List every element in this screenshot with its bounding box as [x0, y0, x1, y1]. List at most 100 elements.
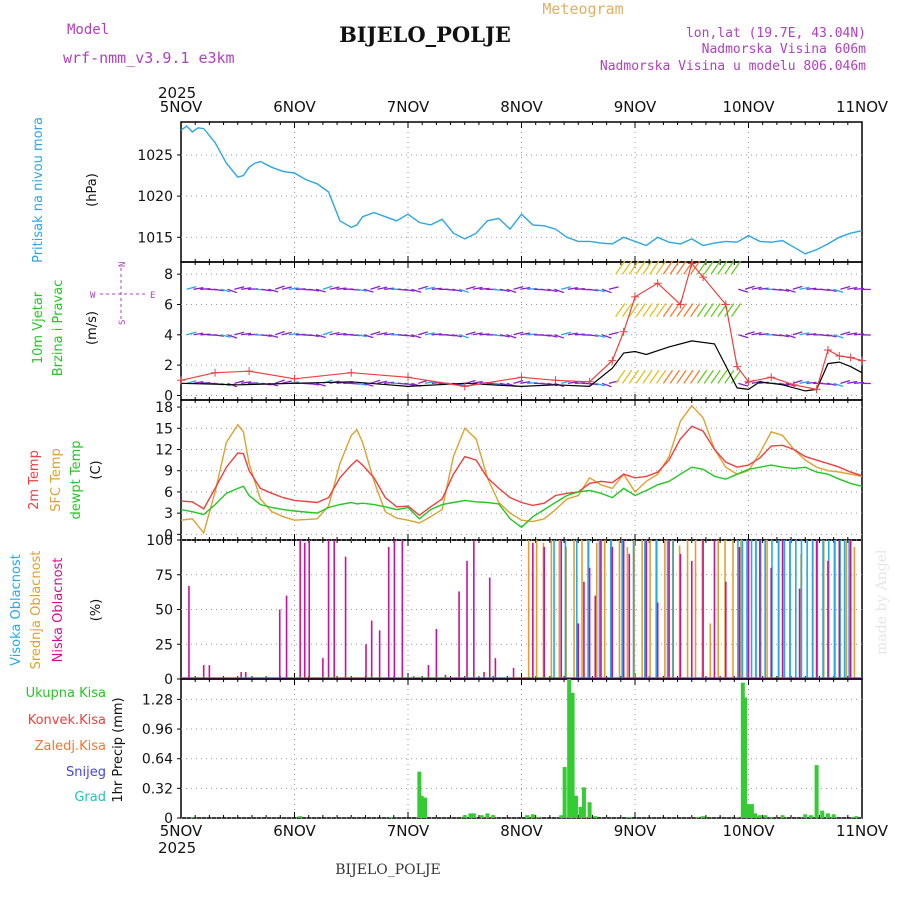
precip-bar: [735, 817, 739, 818]
precip-bar: [753, 813, 757, 818]
precip-bar: [468, 813, 472, 818]
model-altitude-text: Nadmorska Visina u modelu 806.046m: [600, 59, 866, 74]
top-day-label: 8NOV: [500, 98, 543, 116]
precip-bar: [820, 811, 824, 818]
bottom-day-label: 9NOV: [614, 822, 657, 840]
precip-bar: [298, 816, 302, 818]
precip-bar: [758, 815, 762, 818]
precip-legend-snow: Snijeg: [66, 765, 106, 780]
precip-bar: [854, 816, 858, 818]
wind-ytick-label: 8: [164, 267, 173, 283]
precip-bar: [803, 814, 807, 818]
cloud-label-2: Srednja Oblacnost: [29, 551, 44, 670]
temp-label-2: SFC Temp: [49, 448, 64, 512]
wind-gust-marker: [552, 376, 560, 384]
wind-ytick-label: 4: [164, 328, 173, 344]
precip-bar: [826, 813, 830, 818]
wind-barb: [738, 289, 748, 292]
lonlat-text: lon,lat (19.7E, 43.04N): [686, 26, 866, 41]
precip-bar: [420, 796, 424, 818]
bottom-day-label: 11NOV: [836, 822, 889, 840]
bottom-day-label: 8NOV: [500, 822, 543, 840]
cloud-label-3: Niska Oblacnost: [51, 558, 66, 663]
precip-bar: [701, 816, 705, 818]
temp-ytick-label: 9: [164, 464, 173, 480]
footer-title: BIJELO_POLJE: [335, 862, 440, 878]
precip-ytick-label: 0.32: [142, 781, 173, 797]
wind-gust-marker: [404, 373, 412, 381]
precip-bar: [423, 798, 427, 818]
sfc-temp-line: [181, 406, 862, 533]
wind-barb: [738, 383, 748, 386]
wind-gust-marker: [858, 357, 866, 365]
precip-bar: [743, 698, 747, 818]
precip-bar: [769, 817, 773, 818]
precip-bar: [567, 679, 571, 818]
temp-label-3: dewpt Temp: [69, 440, 84, 519]
precip-bar: [809, 815, 813, 818]
cloud-unit: (%): [89, 599, 104, 622]
precip-bar: [563, 767, 567, 818]
top-day-label: 5NOV: [160, 98, 203, 116]
precip-legend-freezing: Zaledj.Kisa: [35, 739, 106, 754]
precip-bar: [851, 817, 855, 818]
model-name: wrf-nmm_v3.9.1 e3km: [63, 49, 235, 67]
precip-bar: [588, 802, 592, 818]
panels: 101510201025024680369121518025507510000.…: [137, 122, 871, 827]
wind-gust-marker: [211, 369, 219, 377]
compass-s: S: [118, 320, 128, 325]
wind-unit: (m/s): [85, 311, 100, 345]
top-day-label: 11NOV: [836, 98, 889, 116]
cloud-ytick-label: 100: [146, 533, 173, 549]
wind-gust-marker: [347, 369, 355, 377]
precip-bar: [747, 804, 751, 818]
precip-ytick-label: 0: [164, 811, 173, 827]
precip-bar: [579, 807, 583, 818]
precip-legend-total: Ukupna Kisa: [26, 686, 106, 701]
precip-bar: [190, 817, 194, 818]
cloud-ytick-label: 50: [155, 603, 173, 619]
temp-ytick-label: 12: [155, 442, 173, 458]
precip-bar: [832, 814, 836, 818]
precip-bar: [525, 815, 529, 818]
meteogram-label: Meteogram: [542, 0, 623, 18]
pressure-line: [181, 126, 862, 254]
pressure-ytick-label: 1025: [137, 148, 173, 164]
wind-barb: [609, 332, 619, 334]
pressure-unit: (hPa): [85, 173, 100, 207]
precip-legend-hail: Grad: [74, 790, 106, 805]
temp-ytick-label: 15: [155, 421, 173, 437]
temp-ytick-label: 18: [155, 400, 173, 416]
wind-gust-marker: [631, 293, 639, 301]
wind-gust-marker: [847, 354, 855, 362]
wind-gust-marker: [518, 373, 526, 381]
pressure-ytick-label: 1020: [137, 189, 173, 205]
wind-label-2: Brzina i Pravac: [51, 280, 66, 377]
compass-n: N: [118, 262, 128, 267]
bottom-day-label: 7NOV: [387, 822, 430, 840]
wind-ytick-label: 6: [164, 297, 173, 313]
wind-gust-marker: [813, 385, 821, 393]
temp-unit: (C): [89, 460, 104, 479]
wind-gust-marker: [835, 352, 843, 360]
wind-barb: [609, 287, 619, 289]
temp-ytick-label: 6: [164, 485, 173, 501]
precip-bar: [389, 817, 393, 818]
page-title: BIJELO_POLJE: [339, 22, 511, 47]
precip-bar: [485, 813, 489, 818]
bottom-day-label: 10NOV: [722, 822, 775, 840]
pressure-ytick-label: 1015: [137, 230, 173, 246]
precip-bar: [472, 813, 476, 818]
precip-bar: [695, 817, 699, 818]
top-day-label: 10NOV: [722, 98, 775, 116]
wind-gust-marker: [767, 373, 775, 381]
top-day-label: 6NOV: [273, 98, 316, 116]
precip-bar: [815, 765, 819, 818]
model-label: Model: [67, 22, 109, 38]
precip-bar: [764, 815, 768, 818]
precip-bar: [750, 804, 754, 818]
precip-legend-convective: Konvek.Kisa: [28, 713, 106, 728]
precip-ytick-label: 0.64: [142, 752, 173, 768]
